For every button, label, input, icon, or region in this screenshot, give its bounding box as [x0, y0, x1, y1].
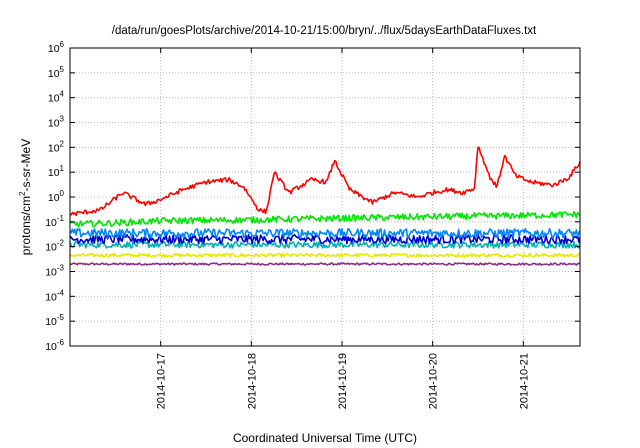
y-tick-label: 10-5 — [45, 313, 64, 328]
x-tick-label: 2014-10-21 — [518, 353, 530, 409]
y-tick-label: 10-3 — [45, 264, 64, 279]
x-tick-label: 2014-10-17 — [156, 353, 168, 409]
axis-ticks: 10-610-510-410-310-210-11001011021031041… — [45, 40, 580, 409]
chart-title: /data/run/goesPlots/archive/2014-10-21/1… — [112, 25, 537, 37]
y-tick-exponent: -4 — [57, 288, 65, 297]
y-tick-base: 10 — [45, 341, 57, 353]
y-label-exponent: 2 — [18, 191, 27, 196]
series-line — [69, 252, 581, 258]
y-tick-base: 10 — [48, 167, 60, 179]
series-layer — [69, 146, 581, 266]
y-label-base: protons/cm — [19, 196, 33, 255]
y-tick-label: 10-1 — [45, 214, 64, 229]
y-tick-label: 104 — [48, 90, 65, 105]
y-tick-exponent: -1 — [57, 214, 65, 223]
y-tick-label: 105 — [48, 65, 65, 80]
series-line — [69, 233, 581, 245]
y-tick-base: 10 — [48, 192, 60, 204]
y-tick-exponent: 3 — [60, 115, 65, 124]
y-tick-exponent: 5 — [60, 65, 65, 74]
y-tick-label: 100 — [48, 189, 65, 204]
x-tick-label: 2014-10-20 — [428, 353, 440, 409]
y-tick-base: 10 — [45, 291, 57, 303]
y-tick-label: 103 — [48, 115, 65, 130]
y-tick-base: 10 — [45, 316, 57, 328]
y-tick-exponent: -2 — [57, 239, 65, 248]
series-line — [69, 146, 581, 217]
y-tick-exponent: -3 — [57, 264, 65, 273]
y-tick-label: 102 — [48, 139, 65, 154]
y-tick-label: 106 — [48, 40, 65, 55]
y-tick-base: 10 — [48, 118, 60, 130]
series-line — [69, 210, 581, 228]
y-axis-label: protons/cm2-s-sr-MeV — [18, 139, 33, 255]
y-tick-base: 10 — [45, 267, 57, 279]
y-label-rest: -s-sr-MeV — [19, 139, 33, 192]
y-tick-exponent: 4 — [60, 90, 65, 99]
series-line — [69, 240, 581, 249]
y-tick-base: 10 — [48, 43, 60, 55]
y-tick-exponent: 2 — [60, 139, 65, 148]
y-tick-exponent: 0 — [60, 189, 65, 198]
y-tick-exponent: 6 — [60, 40, 65, 49]
y-tick-base: 10 — [45, 217, 57, 229]
y-tick-base: 10 — [45, 242, 57, 254]
x-tick-label: 2014-10-19 — [337, 353, 349, 409]
y-tick-exponent: 1 — [60, 164, 65, 173]
x-axis-label: Coordinated Universal Time (UTC) — [233, 431, 417, 445]
y-tick-label: 10-6 — [45, 338, 64, 353]
series-line — [69, 227, 581, 239]
y-tick-exponent: -5 — [57, 313, 65, 322]
y-tick-label: 10-2 — [45, 239, 64, 254]
x-tick-label: 2014-10-18 — [246, 353, 258, 409]
series-line — [69, 262, 581, 266]
y-tick-label: 10-4 — [45, 288, 64, 303]
y-tick-base: 10 — [48, 142, 60, 154]
y-tick-base: 10 — [48, 68, 60, 80]
y-tick-label: 101 — [48, 164, 65, 179]
y-tick-exponent: -6 — [57, 338, 65, 347]
grid-lines — [70, 48, 580, 346]
y-tick-base: 10 — [48, 93, 60, 105]
